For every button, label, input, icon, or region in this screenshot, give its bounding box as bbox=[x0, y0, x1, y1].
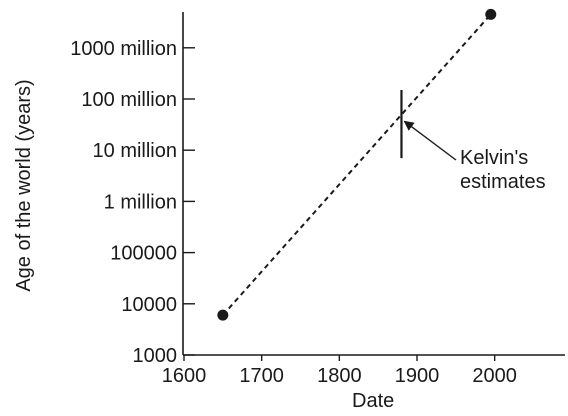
annotation-arrow bbox=[403, 120, 457, 161]
chart-marks bbox=[217, 8, 497, 321]
annotation-text: Kelvin's estimates bbox=[460, 147, 546, 193]
y-tick-label: 1000 bbox=[133, 345, 178, 367]
annotation-line: estimates bbox=[460, 171, 546, 193]
y-axis-title: Age of the world (years) bbox=[13, 79, 35, 291]
x-tick-label: 1900 bbox=[395, 365, 440, 387]
data-point bbox=[217, 309, 229, 321]
y-tick-label: 1 million bbox=[104, 191, 177, 213]
y-tick-label: 100 million bbox=[81, 89, 177, 111]
axes: 1600 1700 1800 1900 2000 1000 10000 100000 1 mil… bbox=[70, 12, 565, 387]
annotation-line: Kelvin's bbox=[460, 147, 528, 169]
x-tick-label: 1600 bbox=[162, 365, 207, 387]
x-axis-title: Date bbox=[352, 390, 394, 412]
x-tick-label: 1800 bbox=[317, 365, 362, 387]
x-tick-label: 1700 bbox=[239, 365, 284, 387]
y-tick-label: 100000 bbox=[110, 243, 177, 265]
series-line-segment bbox=[222, 13, 492, 316]
y-tick-label: 1000 million bbox=[70, 38, 177, 60]
y-tick-label: 10000 bbox=[121, 294, 177, 316]
y-tick-label: 10 million bbox=[93, 140, 177, 162]
x-tick-label: 2000 bbox=[472, 365, 517, 387]
annotations: Kelvin's estimates bbox=[403, 120, 546, 193]
data-point bbox=[485, 8, 497, 20]
